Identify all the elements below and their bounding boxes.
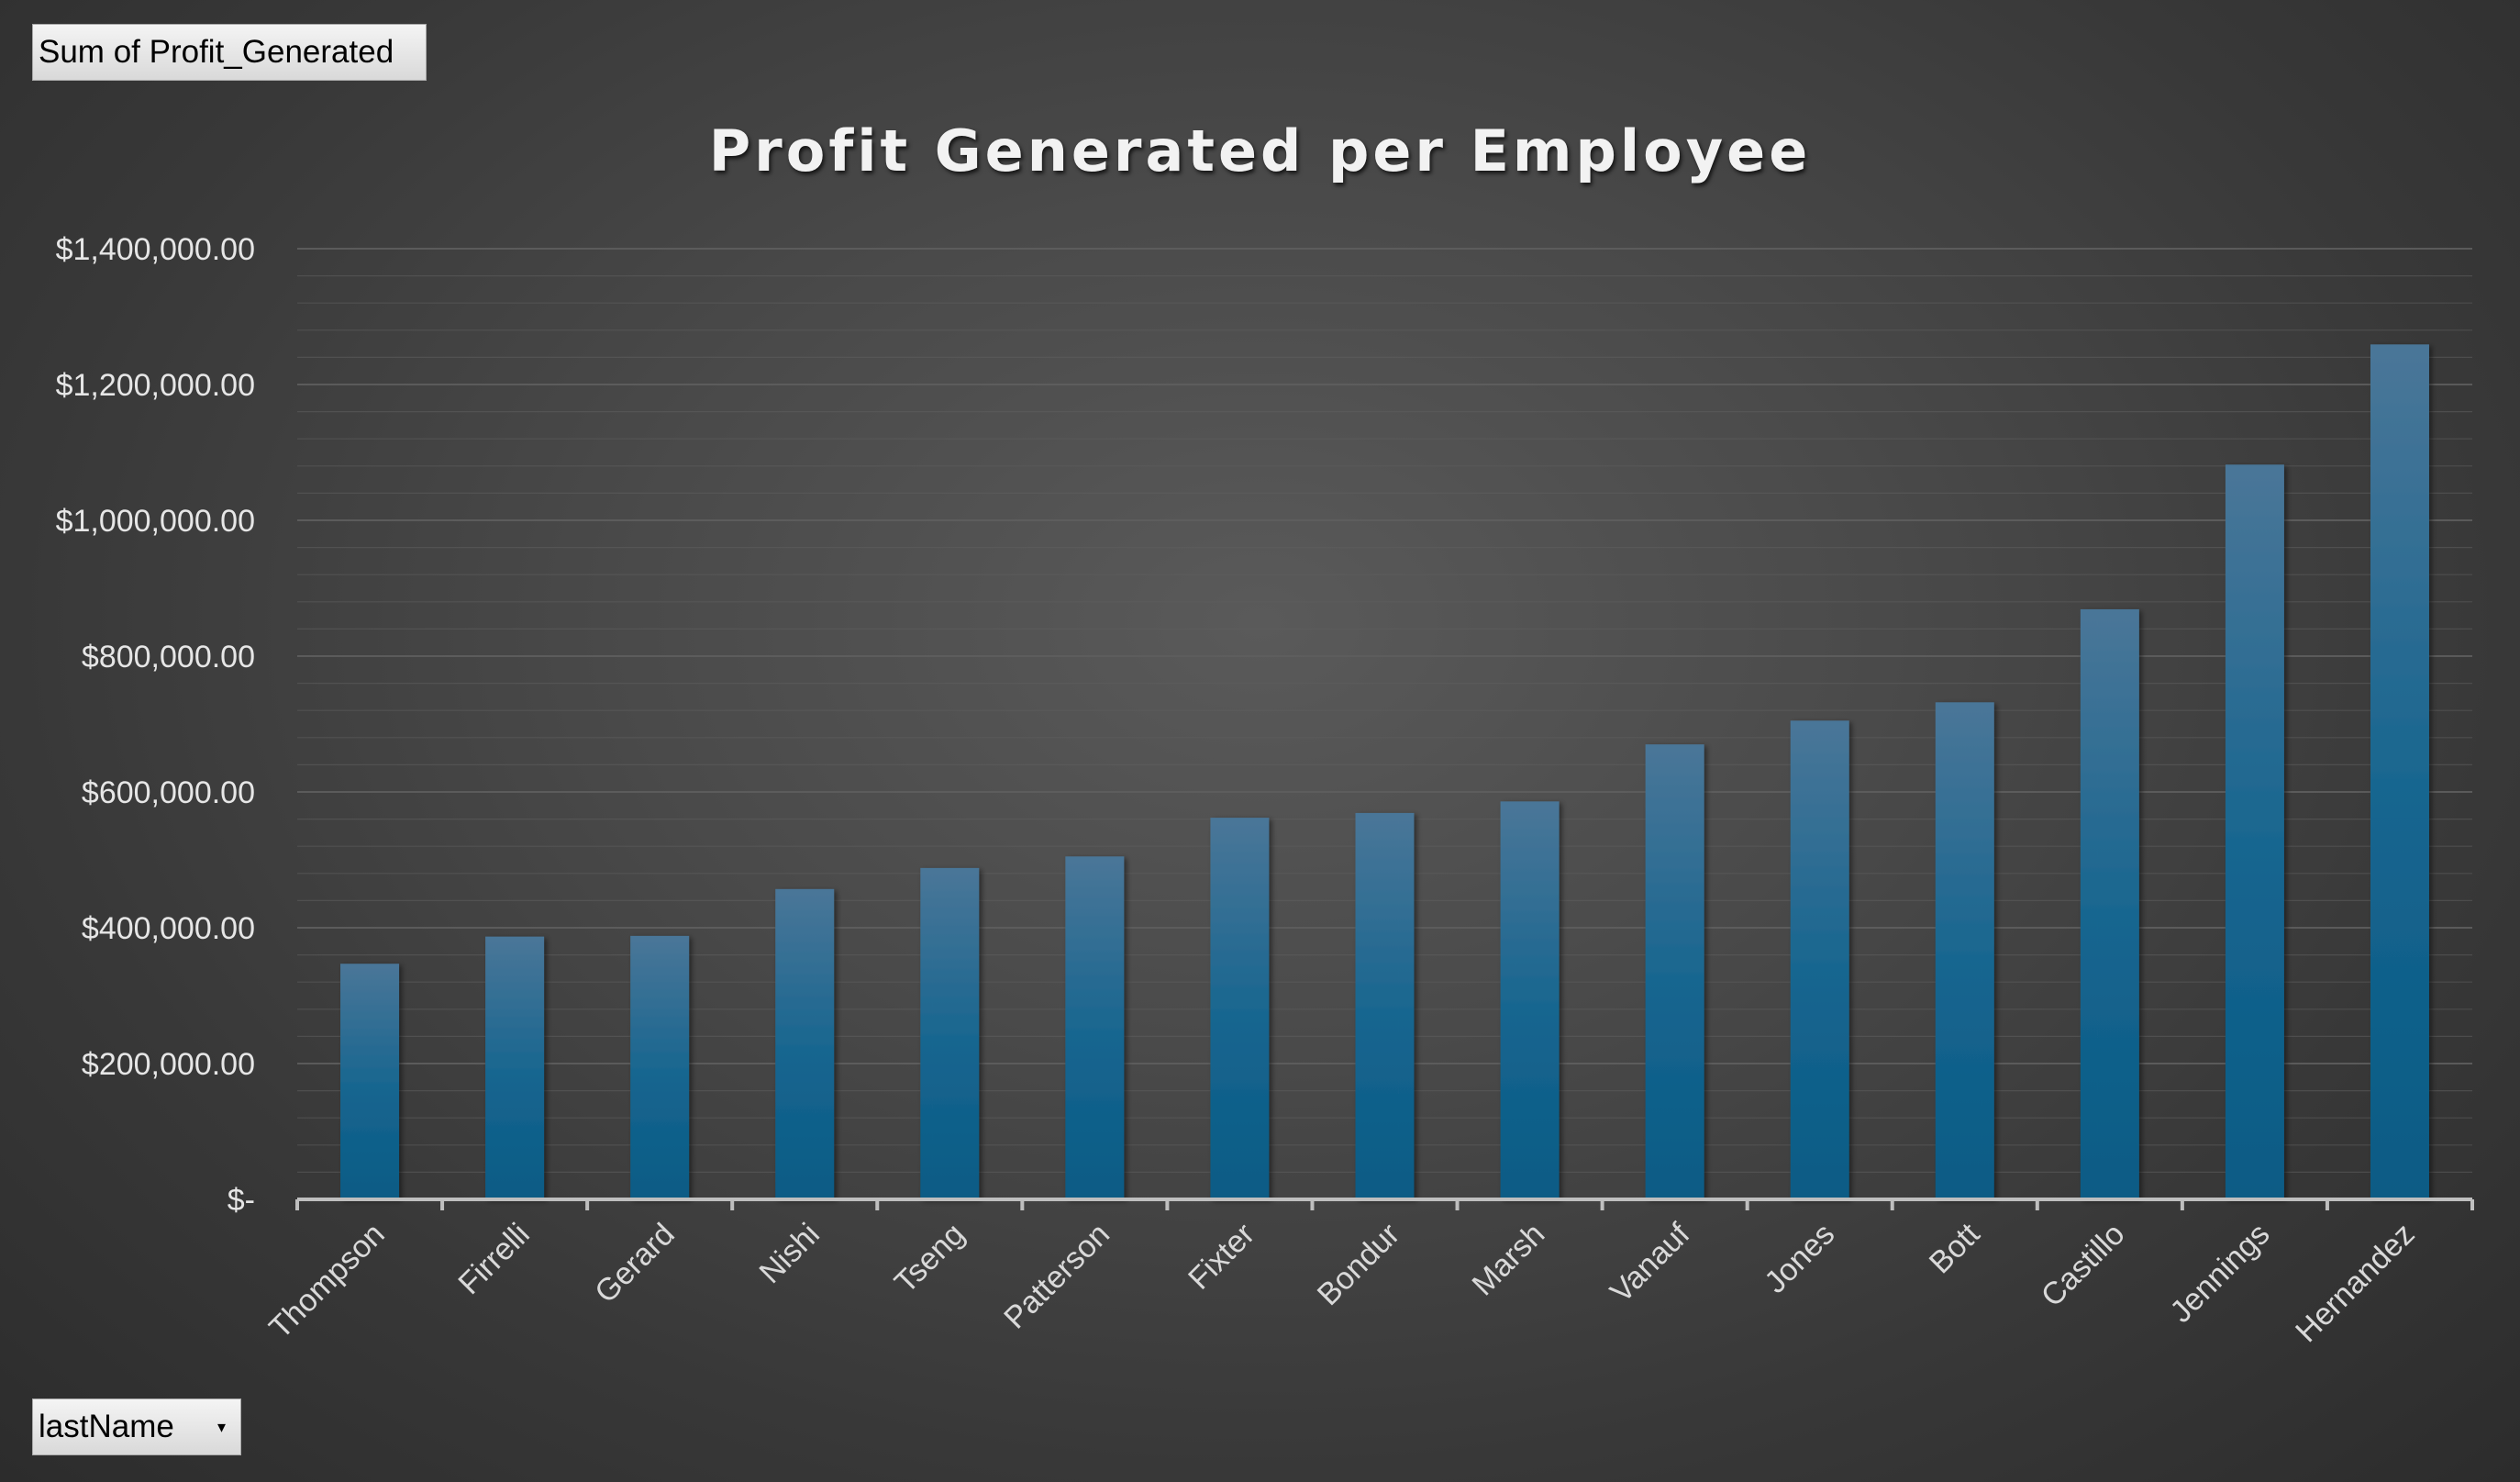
bar-firrelli [485, 936, 545, 1199]
y-tick-label: $1,200,000.00 [56, 368, 255, 403]
bar-jennings [2225, 464, 2284, 1199]
x-tick-label: Hernandez [2289, 1217, 2421, 1349]
y-tick-label: $1,400,000.00 [56, 232, 255, 267]
y-tick-label: $800,000.00 [82, 640, 255, 674]
bar-patterson [1065, 856, 1125, 1199]
bar-fixter [1210, 818, 1270, 1199]
x-tick-label: Firrelli [451, 1217, 536, 1301]
bar-thompson [340, 964, 400, 1199]
y-tick-label: $1,000,000.00 [56, 504, 255, 539]
x-tick-label: Bott [1923, 1216, 1987, 1280]
x-tick-label: Marsh [1466, 1217, 1552, 1303]
bar-gerard [630, 935, 690, 1199]
x-tick-label: Jones [1758, 1217, 1841, 1300]
value-field-label: Sum of Profit_Generated [39, 34, 394, 70]
x-tick-label: Jennings [2163, 1217, 2276, 1330]
bar-tseng [920, 867, 980, 1199]
axis-field-button[interactable]: lastName ▾ [32, 1398, 241, 1455]
x-tick-label: Fixter [1182, 1217, 1261, 1297]
x-tick-label: Castillo [2035, 1217, 2132, 1314]
y-axis-ticks: $- $200,000.00 $400,000.00 $600,000.00 $800,… [56, 232, 255, 1218]
x-tick-label: Vanauf [1604, 1216, 1697, 1309]
chevron-down-icon: ▾ [216, 1417, 226, 1436]
bar-nishi [775, 888, 835, 1199]
y-tick-label: $600,000.00 [82, 775, 255, 810]
x-tick-label: Tseng [888, 1217, 971, 1300]
axis-field-label: lastName [39, 1409, 174, 1444]
chart-title: Profit Generated per Employee [708, 117, 1812, 184]
bar-hernandez [2370, 344, 2429, 1200]
bar-castillo [2080, 608, 2139, 1199]
x-tick-label: Thompson [262, 1217, 391, 1345]
bar-vanauf [1645, 744, 1704, 1199]
x-tick-label: Bondur [1311, 1217, 1406, 1312]
bars [340, 344, 2429, 1200]
bar-jones [1790, 720, 1849, 1199]
bar-bott [1935, 702, 1994, 1199]
x-tick-label: Gerard [588, 1217, 682, 1310]
y-tick-label: $- [228, 1183, 255, 1218]
y-tick-label: $400,000.00 [82, 911, 255, 946]
bar-bondur [1355, 812, 1415, 1199]
y-tick-label: $200,000.00 [82, 1047, 255, 1082]
x-axis [295, 1198, 2474, 1210]
bar-marsh [1500, 801, 1560, 1199]
x-tick-label: Patterson [997, 1217, 1116, 1336]
value-field-button[interactable]: Sum of Profit_Generated [32, 24, 427, 81]
x-axis-ticks: Thompson Firrelli Gerard Nishi Tseng Patterso… [262, 1216, 2421, 1349]
x-tick-label: Nishi [753, 1217, 827, 1290]
